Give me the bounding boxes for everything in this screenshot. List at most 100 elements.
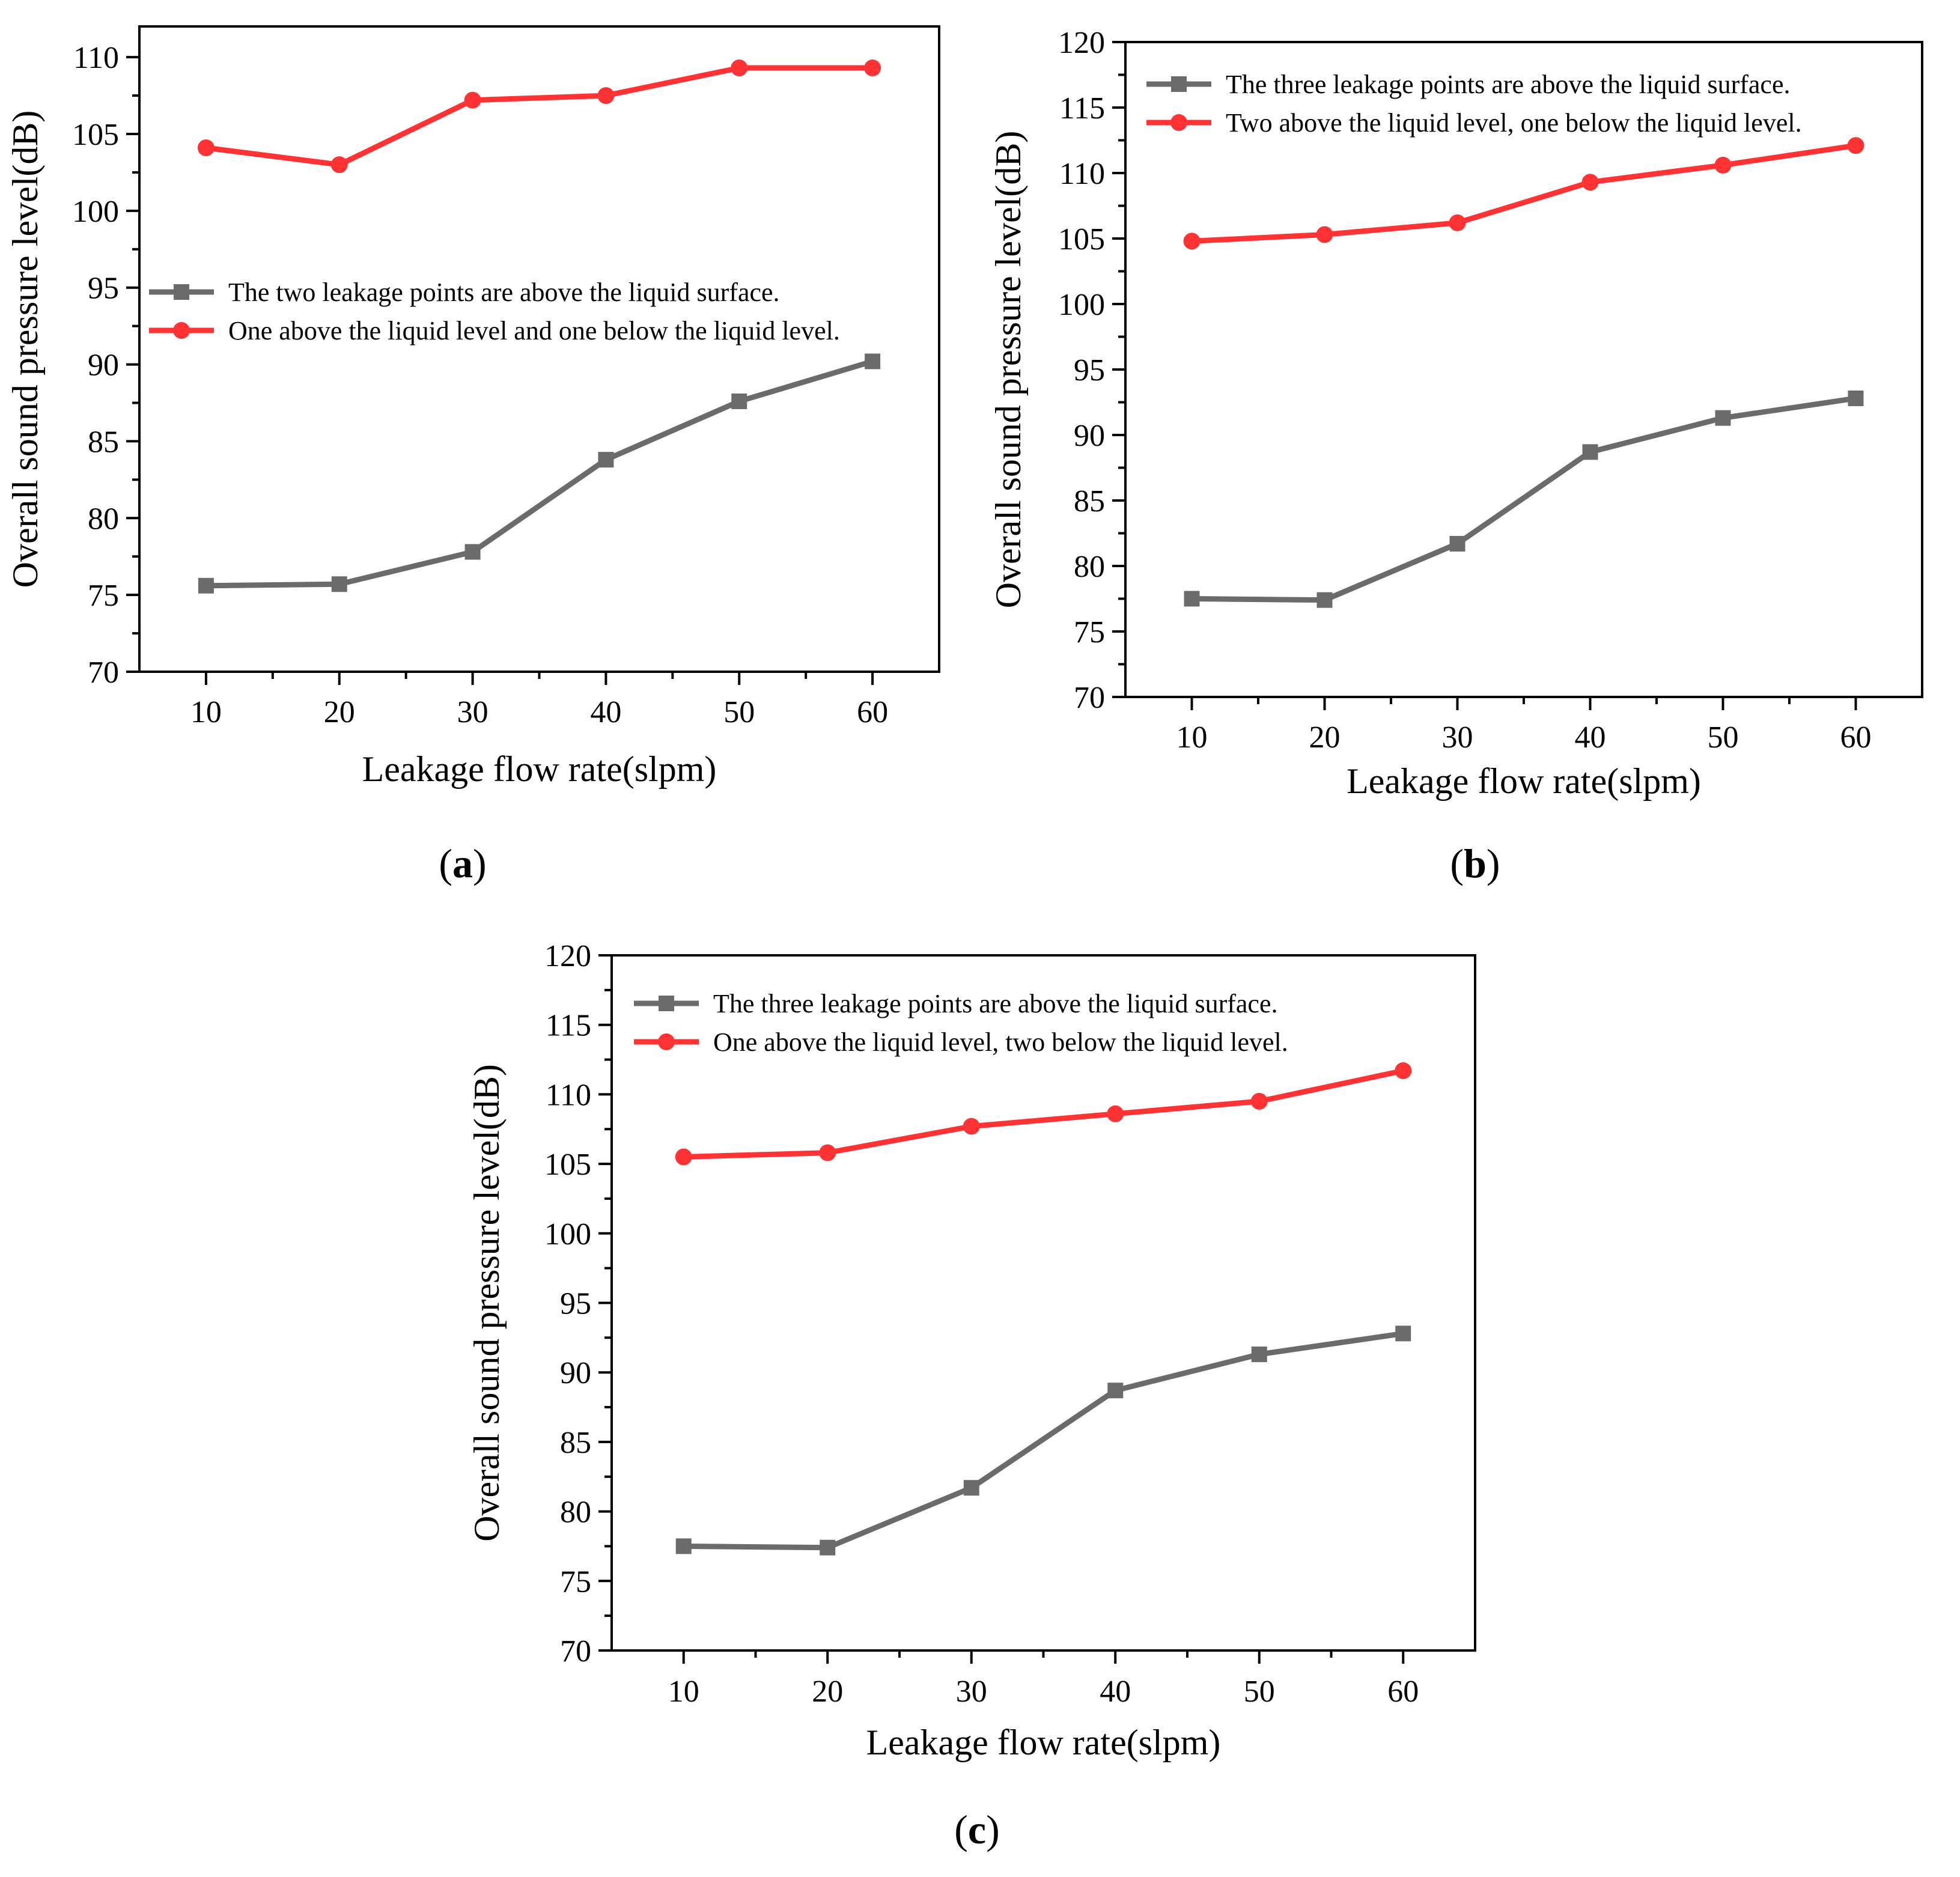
chart-panel-b: 10 20 30 40 50 60 70 75 80 85 90 95 100 105 110 115 120 L…	[988, 26, 1923, 886]
panel-label-letter: c	[968, 1807, 986, 1852]
data-point-circle	[819, 1144, 836, 1161]
data-point-circle	[330, 156, 348, 174]
legend-marker-square	[174, 284, 189, 300]
data-point-circle	[1581, 174, 1599, 191]
data-point-square	[1184, 591, 1200, 607]
y-tick-label: 85	[560, 1426, 591, 1460]
y-tick-label: 95	[560, 1287, 591, 1321]
y-tick-label: 85	[1074, 484, 1105, 519]
data-point-square	[1251, 1346, 1267, 1363]
y-tick-label: 105	[544, 1148, 591, 1182]
panel-label-letter: a	[452, 841, 473, 886]
legend-marker-square	[659, 996, 674, 1011]
data-point-circle	[1714, 156, 1732, 174]
x-tick-label: 60	[1387, 1675, 1419, 1709]
y-tick-label: 115	[546, 1009, 591, 1043]
x-tick-label: 10	[668, 1675, 699, 1709]
data-point-square	[1449, 535, 1465, 552]
legend-marker-square	[1171, 76, 1187, 92]
data-point-circle	[1107, 1105, 1124, 1122]
legend-label: The three leakage points are above the l…	[1226, 70, 1790, 99]
y-tick-label: 70	[1074, 681, 1105, 715]
data-point-square	[963, 1480, 979, 1496]
y-tick-label: 115	[1059, 91, 1105, 126]
y-tick-label: 120	[1058, 26, 1105, 60]
y-tick-label: 80	[88, 502, 119, 536]
panel-label-close: )	[1487, 841, 1500, 886]
data-point-circle	[1250, 1092, 1268, 1110]
y-tick-label: 75	[1074, 615, 1105, 649]
legend-label: The two leakage points are above the liq…	[228, 278, 780, 307]
x-tick-label: 60	[857, 695, 888, 729]
y-axis-title: Overall sound pressure level(dB)	[5, 111, 45, 588]
series-line-circle	[1192, 142, 1857, 244]
x-tick-label: 20	[1309, 720, 1341, 755]
y-axis-title: Overall sound pressure level(dB)	[467, 1064, 507, 1542]
y-tick-label: 80	[1074, 550, 1105, 584]
data-point-circle	[597, 87, 615, 105]
data-point-square	[598, 452, 614, 468]
plot-frame	[138, 25, 940, 673]
x-tick-label: 60	[1840, 720, 1872, 755]
series-line-circle	[683, 1068, 1404, 1160]
x-tick-label: 50	[723, 695, 755, 729]
x-tick-label: 30	[956, 1675, 987, 1709]
panel-label-open: (	[1450, 841, 1464, 886]
y-tick-label: 100	[544, 1217, 591, 1252]
panel-label-letter: b	[1464, 841, 1487, 886]
data-point-square	[331, 576, 347, 592]
x-tick-label: 20	[324, 695, 355, 729]
x-axis-title: Leakage flow rate(slpm)	[866, 1723, 1221, 1762]
data-point-square	[1316, 592, 1333, 608]
panel-label-close: )	[986, 1807, 1000, 1852]
legend-marker-circle	[173, 322, 190, 339]
x-tick-label: 40	[1575, 720, 1606, 755]
data-point-square	[1848, 390, 1864, 406]
legend-label: One above the liquid level, two below th…	[713, 1027, 1288, 1057]
chart-panel-c: 10 20 30 40 50 60 70 75 80 85 90 95 100 105 110 115 120 L…	[467, 939, 1476, 1852]
panel-label: (c)	[954, 1807, 1000, 1852]
legend-label: The three leakage points are above the l…	[713, 989, 1277, 1018]
x-tick-label: 20	[812, 1675, 843, 1709]
panel-label-open: (	[439, 841, 452, 886]
y-tick-label: 110	[546, 1078, 591, 1112]
y-tick-label: 100	[1058, 288, 1105, 322]
data-point-circle	[963, 1118, 980, 1135]
data-point-circle	[1449, 214, 1466, 231]
x-tick-label: 10	[190, 695, 222, 729]
y-tick-label: 90	[1074, 419, 1105, 453]
y-tick-label: 85	[88, 425, 119, 459]
x-tick-label: 40	[590, 695, 621, 729]
data-point-circle	[1395, 1062, 1412, 1080]
data-point-circle	[197, 139, 215, 157]
data-point-circle	[731, 59, 748, 77]
data-point-square	[1715, 410, 1731, 426]
y-tick-label: 75	[88, 579, 119, 613]
y-tick-label: 105	[1058, 222, 1105, 257]
data-point-square	[198, 577, 214, 594]
x-tick-label: 30	[457, 695, 488, 729]
data-point-square	[1395, 1325, 1411, 1342]
y-tick-label: 100	[72, 195, 119, 229]
legend-label: One above the liquid level and one below…	[228, 316, 840, 345]
legend-label: Two above the liquid level, one below th…	[1226, 108, 1802, 138]
y-tick-label: 90	[88, 348, 119, 383]
data-point-circle	[864, 59, 881, 77]
panel-label: (b)	[1450, 841, 1500, 886]
y-tick-label: 95	[88, 272, 119, 306]
data-point-square	[1107, 1383, 1124, 1399]
y-tick-label: 80	[560, 1495, 591, 1530]
y-tick-label: 90	[560, 1356, 591, 1390]
y-tick-label: 95	[1074, 353, 1105, 388]
y-tick-label: 110	[1059, 157, 1105, 191]
data-point-square	[464, 544, 481, 560]
y-tick-label: 110	[73, 41, 119, 75]
x-tick-label: 10	[1176, 720, 1208, 755]
data-point-square	[820, 1539, 836, 1556]
legend-marker-circle	[1170, 114, 1187, 131]
data-point-square	[731, 393, 747, 409]
legend-marker-circle	[658, 1033, 675, 1050]
x-tick-label: 40	[1100, 1675, 1131, 1709]
data-point-circle	[1847, 137, 1864, 154]
data-point-circle	[1183, 233, 1201, 250]
